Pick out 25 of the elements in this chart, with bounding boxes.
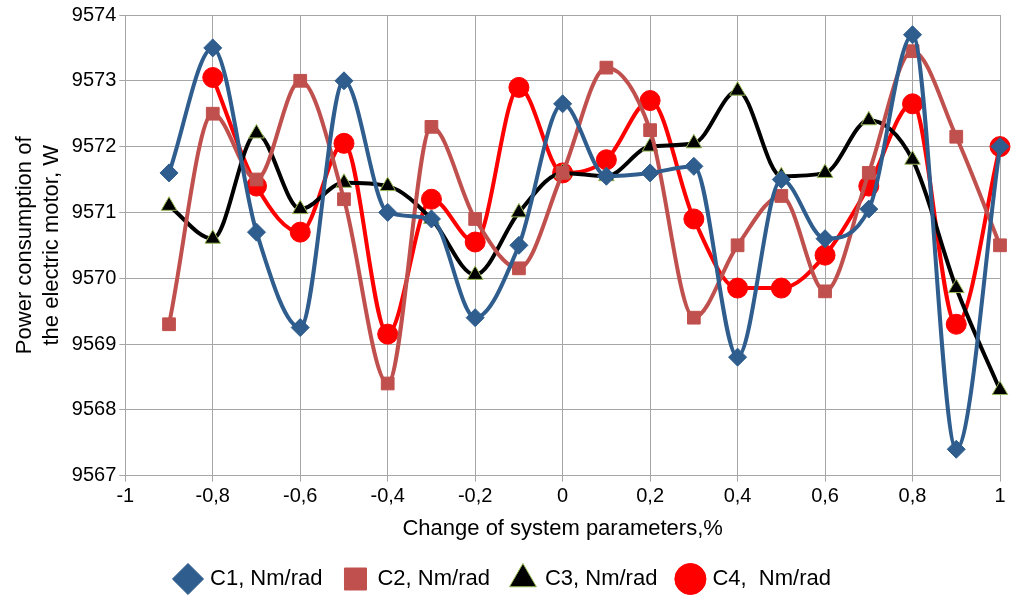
legend-label: C3, Nm/rad bbox=[544, 565, 658, 591]
legend-label: C4, Nm/rad bbox=[712, 565, 832, 591]
y-tick-label: 9568 bbox=[71, 397, 117, 420]
x-tick-label: 0 bbox=[557, 484, 569, 507]
x-tick-label: -0,6 bbox=[283, 484, 318, 507]
y-tick-label: 9574 bbox=[71, 2, 117, 25]
legend-label: C2, Nm/rad bbox=[377, 565, 490, 591]
y-tick-label: 9571 bbox=[71, 199, 117, 222]
y-tick-label: 9572 bbox=[71, 134, 117, 157]
x-tick-label: 0,2 bbox=[636, 484, 665, 507]
x-tick-label: -1 bbox=[116, 484, 135, 507]
x-tick-label: 0,6 bbox=[811, 484, 839, 507]
y-tick-label: 9570 bbox=[71, 265, 117, 288]
legend-label: C1, Nm/rad bbox=[210, 565, 323, 591]
y-tick-label: 9567 bbox=[71, 463, 117, 486]
x-tick-label: 1 bbox=[994, 484, 1006, 507]
y-tick-label: 9573 bbox=[71, 68, 117, 91]
x-axis-title: Change of system parameters,% bbox=[402, 514, 723, 540]
x-tick-label: -0,8 bbox=[195, 484, 230, 507]
y-axis-title: Power consumption of the electric motor, W bbox=[11, 135, 63, 355]
y-tick-label: 9569 bbox=[71, 331, 117, 354]
x-tick-label: 0,4 bbox=[723, 484, 752, 507]
x-tick-label: -0,4 bbox=[370, 484, 405, 507]
x-tick-label: 0,8 bbox=[898, 484, 927, 507]
x-tick-label: -0,2 bbox=[457, 484, 493, 507]
